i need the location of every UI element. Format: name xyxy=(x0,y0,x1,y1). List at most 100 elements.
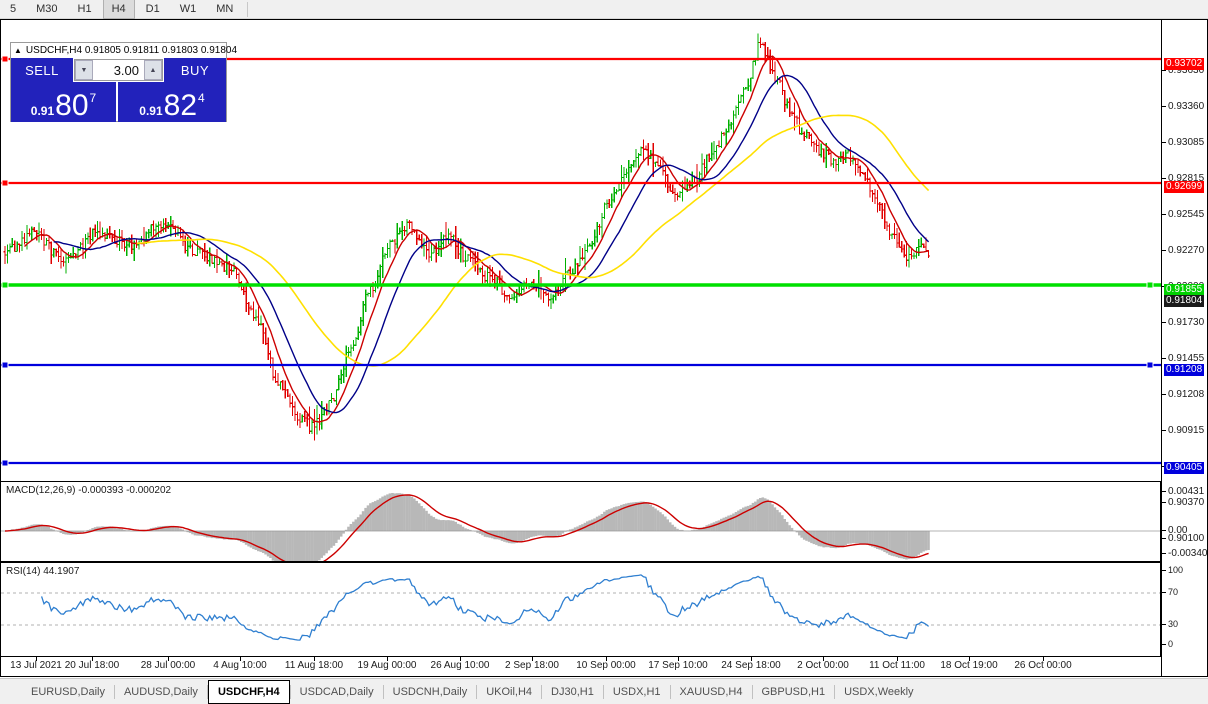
tab-divider xyxy=(113,684,115,699)
price-scale-label: 0.93360 xyxy=(1168,101,1205,112)
chart-tab-eurusd-daily[interactable]: EURUSD,Daily xyxy=(31,685,105,698)
bid-price-point: 7 xyxy=(89,91,97,105)
chart-tab-xauusd-h4[interactable]: XAUUSD,H4 xyxy=(679,685,743,698)
sell-button[interactable]: SELL xyxy=(11,58,73,82)
chart-tab-dj30-h1[interactable]: DJ30,H1 xyxy=(551,685,594,698)
macd-scale-tick xyxy=(1162,530,1166,531)
chart-tab-audusd-daily[interactable]: AUDUSD,Daily xyxy=(123,685,198,698)
macd-scale-label: -0.003405 xyxy=(1168,548,1208,559)
rsi-scale-tick xyxy=(1162,592,1166,593)
price-scale-label: 0.91730 xyxy=(1168,317,1205,328)
volume-increase-icon[interactable]: ▲ xyxy=(144,60,162,80)
time-axis-label: 13 Jul 2021 xyxy=(10,660,62,671)
rsi-scale-label: 30 xyxy=(1168,619,1179,629)
ask-price-main: 82 xyxy=(163,89,198,122)
bid-price-box[interactable]: 0.91 80 7 xyxy=(11,82,116,122)
volume-input[interactable]: 3.00 xyxy=(93,60,144,80)
chart-tab-usdx-h1[interactable]: USDX,H1 xyxy=(612,685,661,698)
time-axis-label: 24 Sep 18:00 xyxy=(721,660,781,671)
time-axis-label: 10 Sep 00:00 xyxy=(576,660,636,671)
rsi-scale-tick xyxy=(1162,570,1166,571)
macd-scale-tick xyxy=(1162,491,1166,492)
chart-tab-ukoil-h4[interactable]: UKOil,H4 xyxy=(486,685,533,698)
bid-price-main: 80 xyxy=(55,89,89,122)
price-scale-tick xyxy=(1162,142,1166,143)
macd-scale-label: 0.00 xyxy=(1168,525,1188,536)
toolbar-divider xyxy=(247,1,249,17)
price-scale-tick xyxy=(1162,394,1166,395)
tab-divider xyxy=(289,684,291,699)
buy-button[interactable]: BUY xyxy=(164,58,226,82)
price-scale-badge-green[interactable]: 0.91855 xyxy=(1164,284,1205,296)
time-axis-tick xyxy=(460,657,461,661)
time-axis-tick xyxy=(314,657,315,661)
time-axis-label: 11 Aug 18:00 xyxy=(284,660,344,671)
time-axis-label: 26 Aug 10:00 xyxy=(430,660,490,671)
price-scale-tick xyxy=(1162,250,1166,251)
price-scale-label: 0.91455 xyxy=(1168,353,1205,364)
price-scale-label: 0.90100 xyxy=(1168,533,1205,544)
time-axis-label: 11 Oct 11:00 xyxy=(869,660,925,671)
time-axis-tick xyxy=(240,657,241,661)
timeframe-button-w1[interactable]: W1 xyxy=(179,3,197,15)
price-scale-label: 0.93630 xyxy=(1168,65,1205,76)
rsi-label: RSI(14) 44.1907 xyxy=(6,566,80,577)
time-axis-label: 20 Jul 18:00 xyxy=(64,660,120,671)
time-axis-tick xyxy=(897,657,898,661)
one-click-trading-controls: SELL ▼ 3.00 ▲ BUY xyxy=(11,58,226,82)
macd-scale-label: 0.00431 xyxy=(1168,486,1205,497)
collapse-triangle-icon[interactable]: ▲ xyxy=(14,46,22,55)
timeframe-button-mn[interactable]: MN xyxy=(216,3,234,15)
price-scale-tick xyxy=(1162,106,1166,107)
chart-area[interactable]: MACD(12,26,9) -0.000393 -0.000202 RSI(14… xyxy=(0,19,1208,677)
price-scale-tick xyxy=(1162,214,1166,215)
price-scale-label: 0.92815 xyxy=(1168,173,1205,184)
time-axis-tick xyxy=(36,657,37,661)
chart-tab-bar: EURUSD,Daily AUDUSD,Daily USDCHF,H4 USDCAD,… xyxy=(0,678,1208,704)
one-click-trading-panel[interactable]: ▲ USDCHF,H4 0.91805 0.91811 0.91803 0.91… xyxy=(10,42,237,122)
chart-tab-usdx-weekly[interactable]: USDX,Weekly xyxy=(844,685,914,698)
rsi-scale-tick xyxy=(1162,624,1166,625)
time-axis-label: 26 Oct 00:00 xyxy=(1014,660,1072,671)
time-axis: 13 Jul 2021 20 Jul 18:00 28 Jul 00:00 4 Aug… xyxy=(1,656,1161,676)
tab-divider xyxy=(541,684,543,699)
price-scale-badge-blue[interactable]: 0.90405 xyxy=(1164,462,1205,474)
volume-decrease-icon[interactable]: ▼ xyxy=(75,60,93,80)
time-axis-tick xyxy=(532,657,533,661)
price-scale-badge-red[interactable]: 0.93702 xyxy=(1164,58,1205,70)
macd-label: MACD(12,26,9) -0.000393 -0.000202 xyxy=(6,485,172,496)
one-click-trading-prices: 0.91 80 7 0.91 82 4 xyxy=(11,82,226,122)
price-scale-badge-red[interactable]: 0.92699 xyxy=(1164,181,1205,193)
rsi-scale-tick xyxy=(1162,644,1166,645)
timeframe-button-h4[interactable]: H4 xyxy=(102,0,135,19)
tab-divider xyxy=(669,684,671,699)
time-axis-tick xyxy=(1043,657,1044,661)
price-scale-badge-blue[interactable]: 0.91208 xyxy=(1164,364,1205,376)
rsi-pane[interactable]: RSI(14) 44.1907 xyxy=(1,562,1161,656)
chart-tab-gbpusd-h1[interactable]: GBPUSD,H1 xyxy=(761,685,826,698)
chart-title-bar: ▲ USDCHF,H4 0.91805 0.91811 0.91803 0.91… xyxy=(11,43,237,58)
price-scale-tick xyxy=(1162,538,1166,539)
tab-divider xyxy=(476,684,478,699)
price-scale-label: 0.90370 xyxy=(1168,497,1205,508)
price-scale-tick xyxy=(1162,178,1166,179)
timeframe-button-h1[interactable]: H1 xyxy=(77,3,92,15)
time-axis-tick xyxy=(678,657,679,661)
timeframe-button-d1[interactable]: D1 xyxy=(145,3,160,15)
indicator-scale-divider xyxy=(1160,481,1161,676)
timeframe-toolbar: 5 M30 H1 H4 D1 W1 MN xyxy=(0,0,1208,19)
price-scale[interactable]: 0.93630 0.93360 0.93085 0.92815 0.92545 0.922… xyxy=(1161,20,1208,676)
chart-title-text: USDCHF,H4 0.91805 0.91811 0.91803 0.9180… xyxy=(25,45,238,56)
price-scale-tick xyxy=(1162,430,1166,431)
chart-tab-usdcnh-daily[interactable]: USDCNH,Daily xyxy=(392,685,468,698)
timeframe-button-m30[interactable]: M30 xyxy=(36,3,58,15)
macd-canvas xyxy=(1,493,1161,561)
chart-tab-usdcad-daily[interactable]: USDCAD,Daily xyxy=(299,685,374,698)
volume-stepper[interactable]: ▼ 3.00 ▲ xyxy=(74,59,163,81)
chart-tab-usdchf-h4[interactable]: USDCHF,H4 xyxy=(207,679,290,704)
rsi-canvas xyxy=(1,574,1161,641)
price-scale-badge-black[interactable]: 0.91804 xyxy=(1164,295,1205,307)
timeframe-button-m5[interactable]: 5 xyxy=(10,3,17,15)
macd-pane[interactable]: MACD(12,26,9) -0.000393 -0.000202 xyxy=(1,481,1161,561)
ask-price-box[interactable]: 0.91 82 4 xyxy=(118,82,226,122)
